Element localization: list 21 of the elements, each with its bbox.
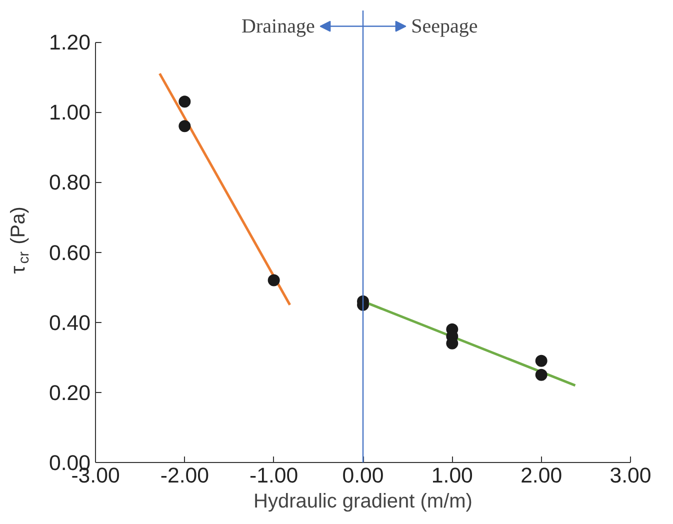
point xyxy=(178,120,191,132)
y-tick-label: 1.20 xyxy=(48,30,91,55)
y-tick-label: 0.40 xyxy=(48,310,91,335)
y-tick-label: 0.20 xyxy=(48,380,91,405)
x-axis-title: Hydraulic gradient (m/m) xyxy=(254,490,472,512)
x-tick-label: -1.00 xyxy=(250,464,298,488)
x-tick-label: -2.00 xyxy=(160,464,210,488)
x-tick-label: 1.00 xyxy=(431,464,474,488)
y-tick-label: 0.60 xyxy=(48,240,91,265)
y-axis-title: τcr (Pa) xyxy=(8,206,32,274)
point xyxy=(178,96,191,108)
x-tick-label: 3.00 xyxy=(610,464,652,488)
x-tick-label: 0.00 xyxy=(342,464,384,488)
x-tick-label: 2.00 xyxy=(520,464,562,488)
point xyxy=(535,354,548,367)
point xyxy=(535,368,548,381)
point xyxy=(268,274,280,286)
text: Drainage xyxy=(242,15,315,38)
y-tick-label: 1.00 xyxy=(48,100,91,125)
y-tick-label: 0.80 xyxy=(48,170,91,195)
text: Seepage xyxy=(411,15,478,38)
